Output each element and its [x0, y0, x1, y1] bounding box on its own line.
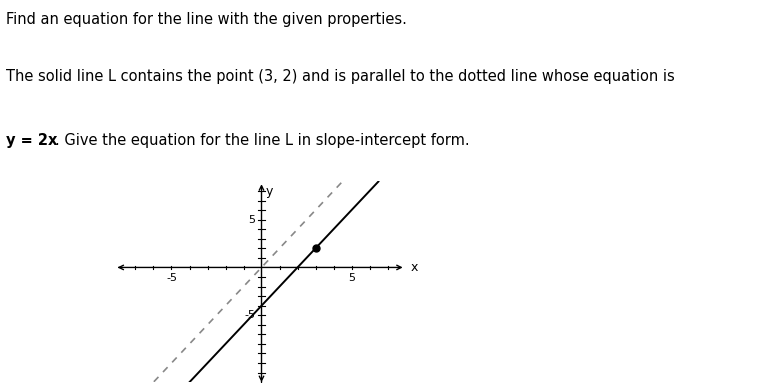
Text: -5: -5: [244, 310, 255, 320]
Text: x: x: [411, 261, 418, 274]
Text: The solid line L contains the point (3, 2) and is parallel to the dotted line wh: The solid line L contains the point (3, …: [6, 69, 675, 85]
Text: Find an equation for the line with the given properties.: Find an equation for the line with the g…: [6, 12, 407, 27]
Text: . Give the equation for the line L in slope-intercept form.: . Give the equation for the line L in sl…: [55, 133, 469, 148]
Text: -5: -5: [166, 273, 177, 283]
Text: y: y: [266, 185, 274, 198]
Text: 5: 5: [248, 215, 255, 225]
Text: y = 2x: y = 2x: [6, 133, 58, 148]
Text: 5: 5: [348, 273, 355, 283]
